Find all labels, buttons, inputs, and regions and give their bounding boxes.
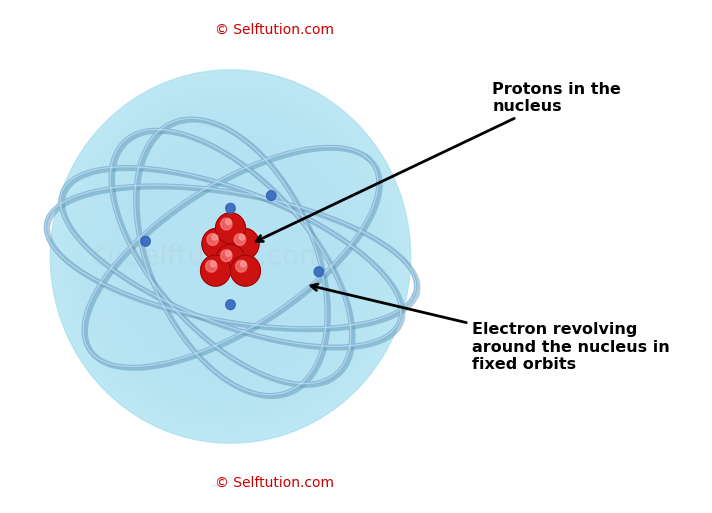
Polygon shape [226,219,231,225]
Polygon shape [73,93,388,420]
Polygon shape [231,255,261,286]
Polygon shape [194,219,266,294]
Polygon shape [132,154,330,359]
Polygon shape [150,172,312,341]
Polygon shape [64,84,397,429]
Polygon shape [145,168,316,345]
Polygon shape [82,103,379,410]
Polygon shape [241,261,246,267]
Polygon shape [202,228,232,259]
Polygon shape [68,89,392,424]
Polygon shape [207,233,219,245]
Text: Electron revolving
around the nucleus in
fixed orbits: Electron revolving around the nucleus in… [311,284,669,372]
Polygon shape [190,214,271,299]
Polygon shape [113,135,347,378]
Polygon shape [199,224,262,289]
Polygon shape [109,130,352,383]
Polygon shape [226,252,235,261]
Polygon shape [314,267,324,277]
Polygon shape [239,234,244,240]
Text: © Selftution.com: © Selftution.com [88,243,326,270]
Text: © Selftution.com: © Selftution.com [215,23,334,37]
Polygon shape [78,98,384,415]
Polygon shape [266,191,276,201]
Polygon shape [51,70,411,443]
Polygon shape [204,228,258,285]
Polygon shape [91,112,370,401]
Polygon shape [95,116,365,397]
Polygon shape [163,187,298,326]
Polygon shape [100,121,361,392]
Polygon shape [51,70,411,443]
Polygon shape [212,238,248,275]
Polygon shape [221,247,239,266]
Polygon shape [208,233,253,280]
Polygon shape [122,145,339,368]
Polygon shape [221,218,232,230]
Polygon shape [211,261,216,267]
Polygon shape [177,201,285,312]
Polygon shape [234,233,246,245]
Polygon shape [229,228,259,259]
Polygon shape [105,126,357,387]
Polygon shape [59,79,402,434]
Text: Protons in the
nucleus: Protons in the nucleus [256,82,621,242]
Polygon shape [185,210,276,303]
Polygon shape [136,159,325,354]
Polygon shape [159,182,303,331]
Polygon shape [236,261,247,272]
Polygon shape [226,203,235,213]
Polygon shape [201,255,231,286]
Polygon shape [216,245,246,275]
Polygon shape [226,251,231,256]
Polygon shape [118,140,343,373]
Polygon shape [172,196,289,317]
Polygon shape [221,250,232,262]
Polygon shape [167,191,293,322]
Polygon shape [86,107,375,406]
Polygon shape [141,236,150,246]
Polygon shape [154,177,307,336]
Text: © Selftution.com: © Selftution.com [215,476,334,490]
Polygon shape [206,261,217,272]
Polygon shape [181,205,280,308]
Polygon shape [55,74,406,439]
Polygon shape [226,300,235,310]
Polygon shape [217,243,244,270]
Polygon shape [216,213,246,244]
Polygon shape [127,149,334,364]
Polygon shape [140,163,320,350]
Polygon shape [212,234,217,240]
